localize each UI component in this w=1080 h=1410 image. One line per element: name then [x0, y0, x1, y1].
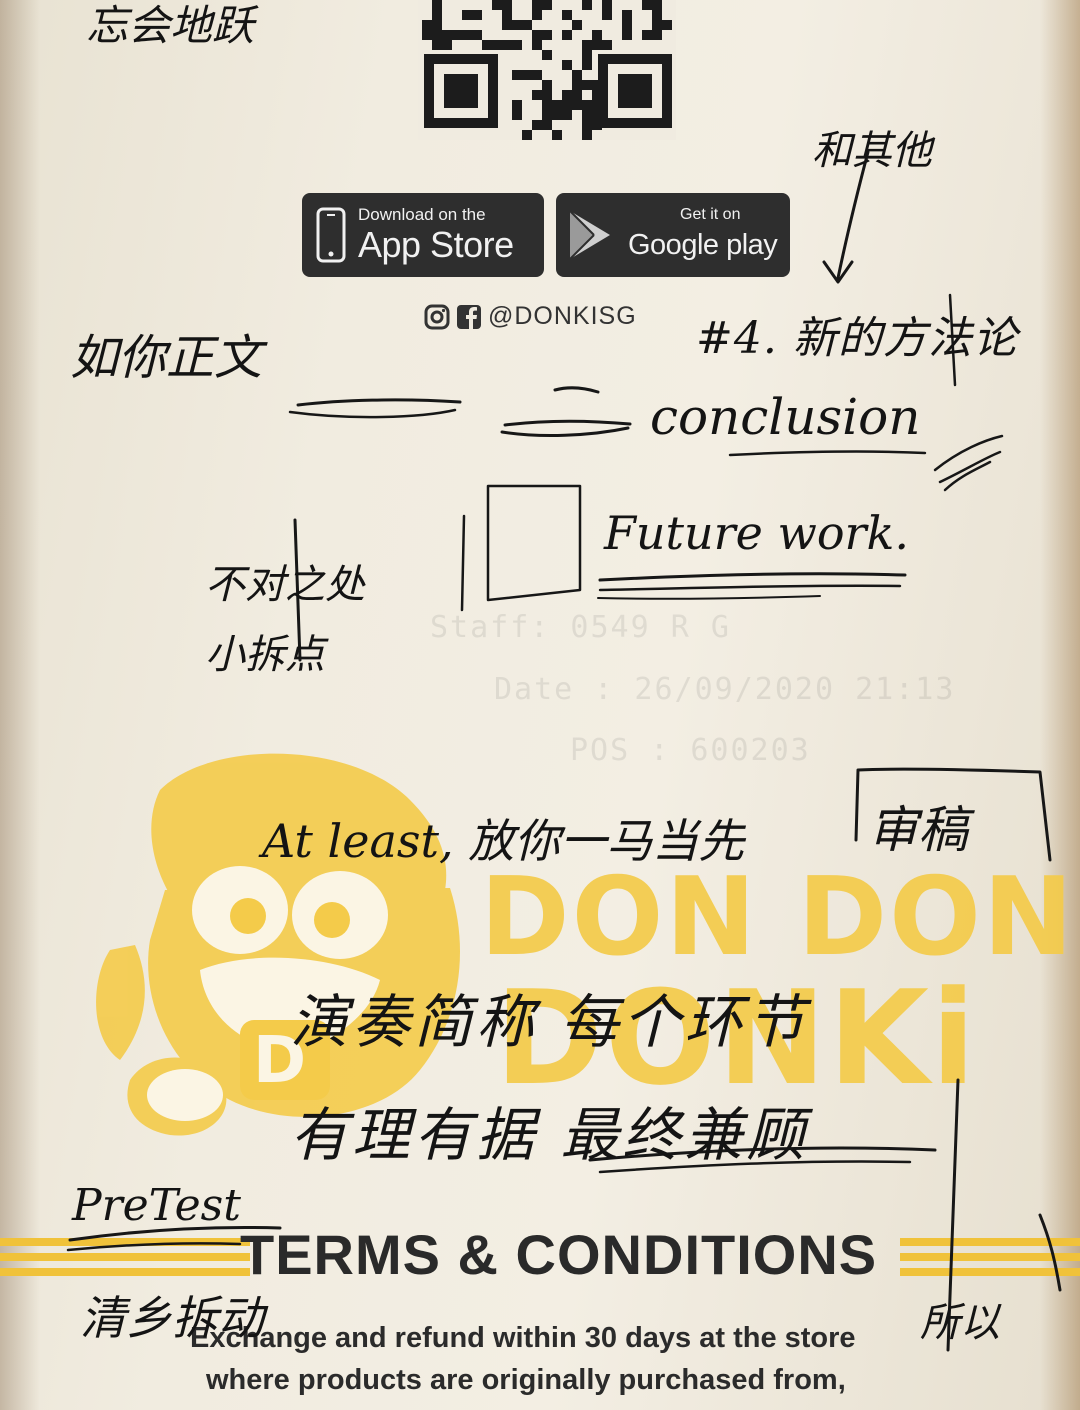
google-play-label: Google play	[628, 229, 778, 261]
social-handle: @DONKISG	[424, 302, 637, 331]
handwriting-top-left: 忘会地跃	[86, 1, 255, 50]
app-store-badge[interactable]: Download on the App Store	[302, 193, 544, 277]
handwriting-bottom-left: 清乡拆动	[80, 1291, 264, 1345]
handwriting-pretest: PreTest	[72, 1180, 241, 1231]
faded-pos-line: POS : 600203	[570, 733, 811, 768]
faded-staff-line: Staff: 0549 R G	[430, 610, 731, 645]
handwriting-middle-2: 有理有据 最终兼顾	[290, 1101, 809, 1169]
handwriting-future-work: Future work.	[604, 506, 910, 560]
terms-stripes-right	[900, 1238, 1080, 1290]
handwriting-formal-paper: 如你正文	[70, 330, 263, 386]
left-edge-shadow	[0, 0, 40, 1410]
handwriting-review: 审稿	[868, 801, 968, 859]
apple-phone-icon	[316, 207, 346, 263]
app-store-label: App Store	[358, 224, 514, 265]
handwriting-section-4: #4. 新的方法论	[696, 313, 1018, 364]
handwriting-conclusion: conclusion	[650, 388, 921, 446]
brand-line-2: DONKi	[495, 962, 978, 1114]
handwriting-limitations: 不对之处 小拆点	[205, 562, 365, 678]
right-edge-shadow	[1040, 0, 1080, 1410]
svg-text:D: D	[253, 1024, 306, 1098]
brand-line-1: DON DON	[480, 855, 1076, 980]
terms-stripes-left	[0, 1238, 250, 1290]
terms-title: TERMS & CONDITIONS	[240, 1223, 878, 1286]
social-handle-text: @DONKISG	[488, 302, 637, 330]
handwriting-middle-1: 演奏简称 每个环节	[290, 988, 809, 1056]
donki-mascot-icon: D	[96, 753, 461, 1136]
google-play-icon	[569, 210, 610, 260]
instagram-icon	[424, 304, 450, 329]
google-play-small-label: Get it on	[680, 206, 741, 223]
terms-line-2: where products are originally purchased …	[206, 1364, 846, 1396]
facebook-icon	[457, 304, 481, 329]
google-play-badge[interactable]: Get it on Google play	[556, 193, 790, 277]
handwriting-at-least: At least, 放你一马当先	[262, 814, 745, 868]
handwriting-and-others: 和其他	[812, 128, 932, 174]
faded-date-line: Date : 26/09/2020 21:13	[494, 672, 956, 707]
terms-line-1: Exchange and refund within 30 days at th…	[190, 1322, 856, 1354]
qr-code-icon	[418, 0, 676, 140]
handwriting-bottom-right: 所以	[920, 1300, 1000, 1346]
app-store-small-label: Download on the	[358, 205, 486, 224]
